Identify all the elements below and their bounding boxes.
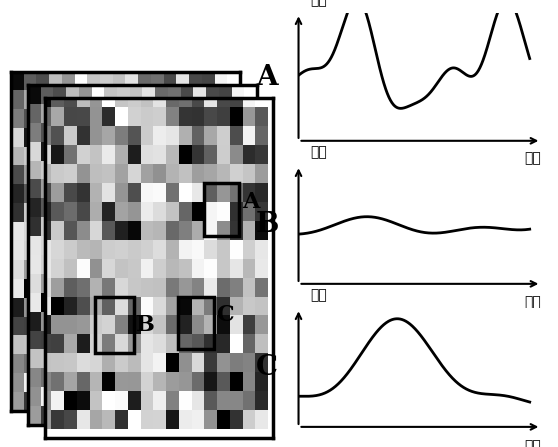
Text: A: A — [242, 191, 259, 213]
Bar — [95, 296, 133, 353]
Text: C: C — [217, 304, 234, 326]
Bar — [204, 183, 239, 236]
Text: 流量: 流量 — [311, 145, 328, 160]
Text: C: C — [256, 354, 278, 381]
Text: B: B — [136, 314, 155, 336]
Text: 时间: 时间 — [525, 151, 541, 165]
Text: A: A — [256, 63, 278, 91]
Text: B: B — [256, 211, 278, 238]
Text: 流量: 流量 — [311, 288, 328, 303]
Text: 流量: 流量 — [311, 0, 328, 7]
Bar — [178, 296, 214, 350]
Text: 时间: 时间 — [525, 296, 541, 310]
Text: 时间: 时间 — [525, 439, 541, 447]
